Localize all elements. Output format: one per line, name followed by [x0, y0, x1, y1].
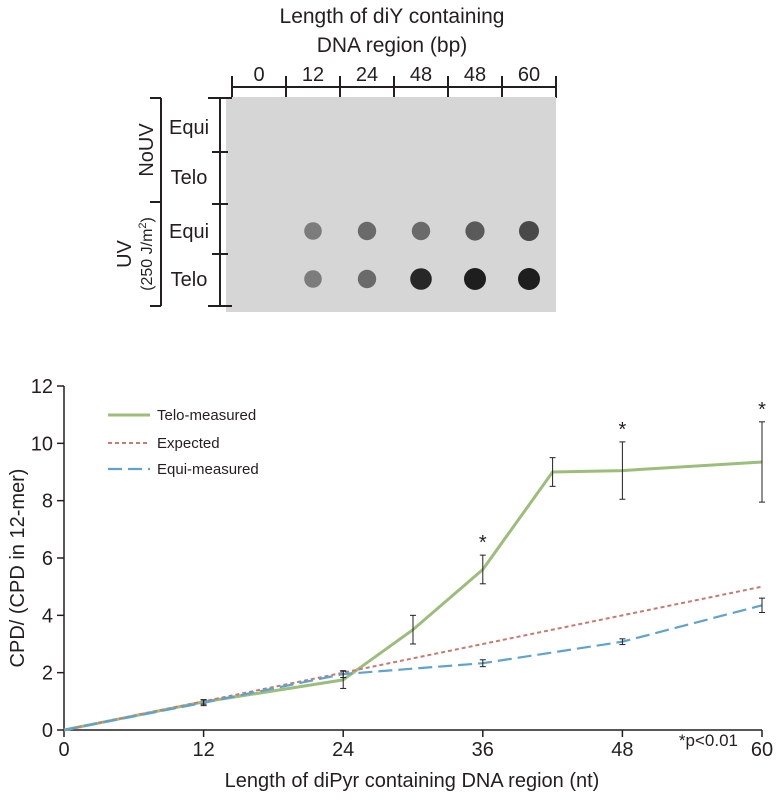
significance-markers: * * *: [479, 399, 766, 554]
dot-blot-panel: Length of diY containing DNA region (bp)…: [114, 5, 557, 312]
lane-label: 24: [356, 64, 378, 86]
lane-label: 12: [302, 64, 324, 86]
legend-item-expected: Expected: [108, 435, 220, 452]
legend-label-expected: Expected: [157, 435, 220, 452]
significance-star: *: [758, 399, 766, 421]
x-axis-title: Length of diPyr containing DNA region (n…: [225, 770, 600, 792]
legend-label-telo: Telo-measured: [157, 407, 256, 424]
y-axis-title: CPD/ (CPD in 12-mer): [7, 469, 29, 668]
x-tick-label: 12: [192, 739, 214, 761]
lane-label: 48: [464, 64, 486, 86]
y-tick-label: 10: [31, 433, 53, 455]
row-bracket: [208, 97, 232, 307]
y-tick-label: 0: [42, 720, 53, 742]
y-tick-label: 6: [42, 548, 53, 570]
blot-spot: [357, 269, 377, 289]
blot-spot: [465, 221, 485, 241]
y-tick-label: 12: [31, 376, 53, 398]
legend-item-telo: Telo-measured: [108, 407, 256, 424]
blot-spot: [304, 270, 322, 288]
row-label: Telo: [171, 269, 208, 291]
blot-membrane: [226, 97, 556, 312]
row-label: Equi: [169, 117, 209, 139]
blot-title-line2: DNA region (bp): [317, 34, 468, 57]
blot-spot: [464, 268, 486, 290]
y-tick-label: 8: [42, 491, 53, 513]
x-tick-label: 24: [332, 739, 354, 761]
blot-spot: [304, 222, 322, 240]
p-value-annotation: *p<0.01: [679, 731, 738, 750]
row-labels: Equi Telo Equi Telo: [169, 117, 209, 291]
legend-label-equi: Equi-measured: [157, 461, 259, 478]
y-tick-label: 4: [42, 605, 53, 627]
blot-spots: [304, 221, 540, 290]
lane-labels: 0 12 24 48 48 60: [253, 64, 540, 86]
blot-spot: [357, 221, 377, 241]
blot-spot: [518, 268, 540, 290]
lane-label: 60: [518, 64, 540, 86]
chart-errorbars: [200, 421, 765, 707]
blot-spot: [410, 268, 432, 290]
chart-legend: Telo-measured Expected Equi-measured: [108, 407, 259, 478]
series-line-equi-measured: [63, 604, 763, 732]
blot-spot: [519, 221, 539, 241]
row-label: Telo: [171, 167, 208, 189]
lane-label: 0: [253, 64, 264, 86]
group-label-uv-dose: (250 J/m2): [137, 217, 156, 291]
x-tick-label: 60: [751, 739, 773, 761]
chart-series: [63, 460, 763, 732]
y-tick-label: 2: [42, 663, 53, 685]
lane-bracket: [231, 76, 557, 98]
series-line-telo-measured: [63, 460, 763, 732]
x-tick-label: 36: [472, 739, 494, 761]
x-tick-label: 0: [58, 739, 69, 761]
row-label: Equi: [169, 221, 209, 243]
group-label-nouv: NoUV: [136, 123, 158, 177]
x-tick-label: 48: [611, 739, 633, 761]
group-label-uv: UV: [114, 239, 136, 267]
blot-spot: [411, 221, 431, 241]
significance-star: *: [619, 419, 627, 441]
legend-item-equi: Equi-measured: [108, 461, 259, 478]
blot-title-line1: Length of diY containing: [280, 5, 505, 28]
lane-label: 48: [410, 64, 432, 86]
group-bracket: [150, 97, 162, 307]
significance-star: *: [479, 532, 487, 554]
